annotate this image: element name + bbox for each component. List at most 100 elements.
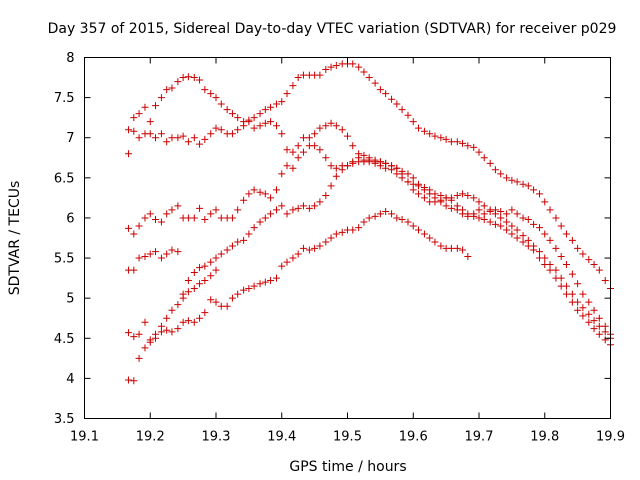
data-point bbox=[601, 336, 609, 344]
data-point bbox=[513, 178, 521, 186]
data-point bbox=[272, 122, 280, 130]
data-point bbox=[157, 130, 165, 138]
data-point bbox=[184, 214, 192, 222]
data-point bbox=[574, 306, 582, 314]
series-4 bbox=[125, 151, 614, 342]
data-point bbox=[135, 110, 143, 118]
data-point bbox=[294, 250, 302, 258]
data-point bbox=[201, 309, 209, 317]
y-tick-label: 5 bbox=[66, 292, 74, 307]
data-point bbox=[190, 285, 198, 293]
scatter-marks bbox=[125, 60, 614, 385]
data-point bbox=[163, 138, 171, 146]
data-point bbox=[289, 148, 297, 156]
data-point bbox=[360, 158, 368, 166]
data-point bbox=[299, 134, 307, 142]
data-point bbox=[316, 124, 324, 132]
data-point bbox=[568, 236, 576, 244]
data-point bbox=[272, 100, 280, 108]
data-point bbox=[261, 214, 269, 222]
data-point bbox=[135, 254, 143, 262]
data-point bbox=[388, 162, 396, 170]
data-point bbox=[163, 326, 171, 334]
data-point bbox=[327, 182, 335, 190]
data-point bbox=[207, 130, 215, 138]
data-point bbox=[497, 222, 505, 230]
data-point bbox=[168, 84, 176, 92]
data-point bbox=[590, 306, 598, 314]
data-point bbox=[491, 220, 499, 228]
data-point bbox=[168, 206, 176, 214]
data-point bbox=[557, 252, 565, 260]
data-point bbox=[267, 277, 275, 285]
data-point bbox=[141, 214, 149, 222]
data-point bbox=[135, 330, 143, 338]
data-point bbox=[503, 226, 511, 234]
series-2 bbox=[125, 118, 614, 338]
data-point bbox=[426, 234, 434, 242]
data-point bbox=[579, 312, 587, 320]
data-point bbox=[289, 164, 297, 172]
series-3 bbox=[125, 142, 614, 349]
data-point bbox=[157, 322, 165, 330]
data-point bbox=[415, 124, 423, 132]
data-point bbox=[207, 258, 215, 266]
data-point bbox=[585, 298, 593, 306]
data-point bbox=[141, 103, 149, 111]
data-point bbox=[228, 130, 236, 138]
data-point bbox=[250, 114, 258, 122]
data-point bbox=[125, 224, 133, 232]
data-point bbox=[217, 250, 225, 258]
data-point bbox=[376, 86, 384, 94]
data-point bbox=[470, 143, 478, 151]
data-point bbox=[524, 182, 532, 190]
data-point bbox=[453, 138, 461, 146]
data-point bbox=[212, 124, 220, 132]
data-point bbox=[420, 194, 428, 202]
data-point bbox=[447, 204, 455, 212]
data-point bbox=[376, 158, 384, 166]
data-point bbox=[294, 142, 302, 150]
data-point bbox=[552, 214, 560, 222]
data-point bbox=[212, 266, 220, 274]
data-point bbox=[250, 124, 258, 132]
data-point bbox=[497, 214, 505, 222]
y-tick-label: 6 bbox=[66, 211, 74, 226]
data-point bbox=[546, 260, 554, 268]
data-point bbox=[562, 290, 570, 298]
data-point bbox=[344, 132, 351, 140]
data-point bbox=[393, 100, 401, 108]
data-point bbox=[365, 154, 373, 162]
data-point bbox=[491, 210, 499, 218]
data-point bbox=[272, 206, 280, 214]
data-point bbox=[568, 270, 576, 278]
data-point bbox=[184, 73, 192, 81]
data-point bbox=[146, 118, 154, 126]
data-point bbox=[289, 82, 297, 90]
data-point bbox=[442, 135, 450, 143]
data-point bbox=[316, 71, 324, 79]
data-point bbox=[272, 186, 280, 194]
data-point bbox=[447, 196, 455, 204]
data-point bbox=[409, 174, 417, 182]
data-point bbox=[196, 204, 204, 212]
data-point bbox=[168, 134, 176, 142]
data-point bbox=[524, 236, 532, 244]
data-point bbox=[530, 220, 538, 228]
data-point bbox=[250, 186, 258, 194]
data-point bbox=[311, 130, 319, 138]
data-point bbox=[338, 126, 346, 134]
data-point bbox=[212, 206, 220, 214]
data-point bbox=[508, 222, 516, 230]
data-point bbox=[349, 226, 357, 234]
data-point bbox=[546, 236, 554, 244]
data-point bbox=[201, 216, 209, 224]
data-point bbox=[382, 90, 390, 98]
data-point bbox=[541, 230, 549, 238]
data-point bbox=[530, 186, 538, 194]
data-point bbox=[475, 206, 483, 214]
data-point bbox=[157, 254, 165, 262]
data-point bbox=[283, 210, 291, 218]
data-point bbox=[486, 208, 494, 216]
data-point bbox=[355, 63, 363, 71]
